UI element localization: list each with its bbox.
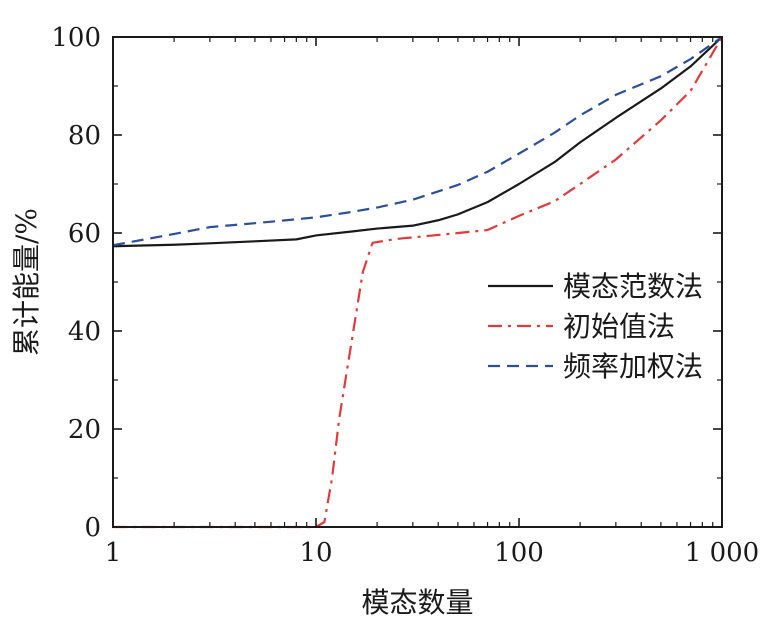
ticks-layer: 1 10 100 1 000 0 20 40 60 80 100 [51,23,759,568]
series-layer [112,36,723,529]
y-tick-label: 100 [51,23,101,53]
x-tick-label: 1 [105,538,122,568]
x-tick-label: 10 [299,538,332,568]
x-tick-label: 100 [494,538,544,568]
series-line-2 [113,36,723,529]
series-line-3 [112,36,723,247]
x-tick-label: 1 000 [685,538,759,568]
legend-label-3: 频率加权法 [563,350,703,383]
legend-label-2: 初始值法 [563,310,675,343]
y-tick-label: 80 [68,121,101,151]
y-axis-title: 累计能量/% [10,208,43,356]
y-tick-label: 20 [68,415,101,445]
legend-label-1: 模态范数法 [563,270,703,303]
y-tick-label: 0 [84,513,101,543]
x-axis-title: 模态数量 [361,586,473,619]
series-line-1 [112,36,723,248]
y-tick-label: 40 [68,317,101,347]
y-tick-label: 60 [68,219,101,249]
